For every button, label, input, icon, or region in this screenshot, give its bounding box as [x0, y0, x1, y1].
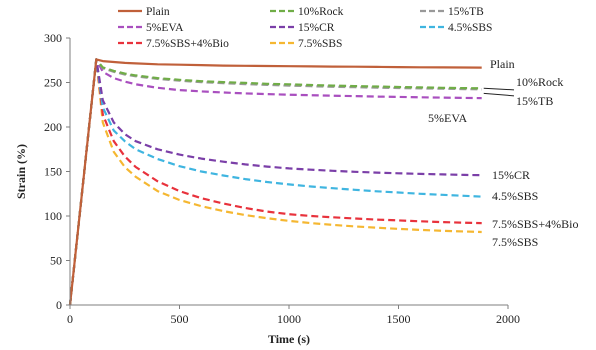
leader-10-rock [483, 87, 515, 91]
y-tick-label: 50 [50, 254, 62, 268]
x-tick-label: 0 [67, 312, 73, 326]
series-line-7-5-sbs [68, 58, 482, 306]
legend-label-4-5-sbs: 4.5%SBS [448, 22, 492, 34]
series-line-10-rock [68, 58, 482, 306]
y-tick-label: 250 [44, 76, 62, 90]
series-line-15-tb [68, 58, 482, 306]
y-tick-label: 200 [44, 120, 62, 134]
annotation-7-5-sbs-4-bio: 7.5%SBS+4%Bio [492, 217, 578, 231]
series-line-15-cr [68, 58, 482, 306]
legend-label-7-5-sbs: 7.5%SBS [298, 38, 342, 50]
series-line-4-5-sbs [68, 58, 482, 306]
axes: 0 500 1000 1500 2000 0 50 100 150 200 250 300 [44, 31, 520, 326]
legend-label-5-eva: 5%EVA [146, 22, 184, 34]
series-line-7-5-sbs-4-bio [68, 58, 482, 306]
annotation-15-cr: 15%CR [492, 168, 530, 182]
y-tick-label: 100 [44, 209, 62, 223]
annotation-4-5-sbs: 4.5%SBS [492, 189, 538, 203]
x-tick-label: 1000 [277, 312, 301, 326]
legend: Plain 10%Rock 15%TB 5%EVA 15%CR 4.5%SBS 7.5%SB… [118, 6, 492, 50]
y-tick-label: 0 [56, 298, 62, 312]
series-line-plain [68, 58, 482, 306]
y-tick-label: 150 [44, 165, 62, 179]
legend-label-10-rock: 10%Rock [298, 6, 344, 18]
legend-label-plain: Plain [146, 6, 170, 18]
annotation-plain: Plain [490, 57, 515, 71]
y-tick-label: 300 [44, 31, 62, 45]
x-tick-label: 500 [171, 312, 189, 326]
legend-label-15-cr: 15%CR [298, 22, 335, 34]
x-axis-title: Time (s) [268, 332, 310, 346]
series-line-5-eva [68, 58, 482, 306]
x-tick-label: 1500 [387, 312, 411, 326]
leader-15-tb [483, 92, 515, 97]
annotation-5-eva: 5%EVA [428, 111, 467, 125]
plot-area [68, 58, 482, 306]
x-tick-label: 2000 [496, 312, 520, 326]
y-axis-title: Strain (%) [14, 144, 28, 199]
legend-label-15-tb: 15%TB [448, 6, 484, 18]
annotation-10-rock: 10%Rock [516, 75, 563, 89]
annotation-7-5-sbs: 7.5%SBS [492, 235, 538, 249]
legend-label-7-5-sbs-4-bio: 7.5%SBS+4%Bio [146, 38, 229, 50]
annotation-15-tb: 15%TB [516, 94, 553, 108]
